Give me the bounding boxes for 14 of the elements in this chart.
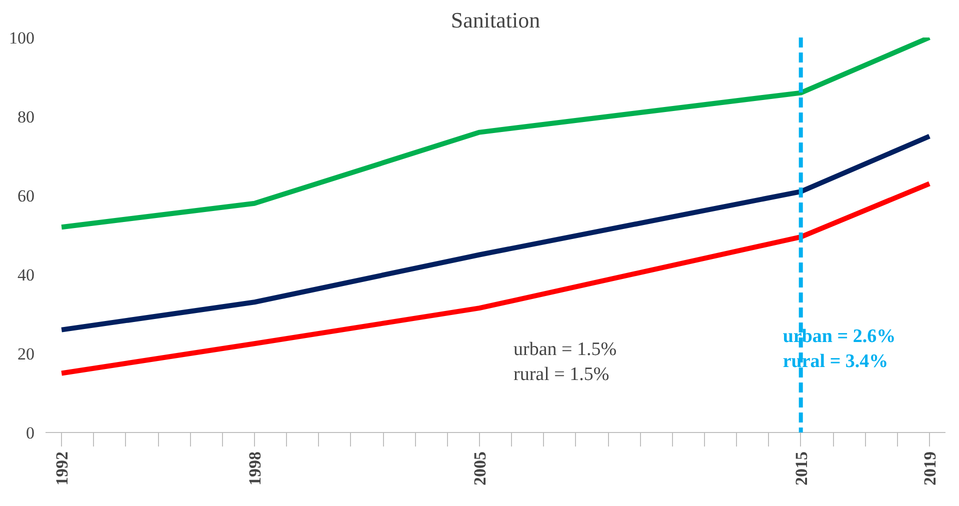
x-tick-label: 2005 bbox=[470, 452, 490, 486]
x-tick-label: 2019 bbox=[920, 452, 940, 486]
y-tick-label: 0 bbox=[26, 424, 34, 442]
x-tick-label: 1992 bbox=[52, 452, 72, 486]
annotation: urban = 1.5% rural = 1.5% bbox=[514, 338, 617, 386]
x-tick-label: 1998 bbox=[245, 452, 264, 486]
y-tick-label: 60 bbox=[18, 186, 34, 206]
y-tick-label: 40 bbox=[18, 266, 34, 284]
y-tick-label: 100 bbox=[9, 28, 34, 48]
annotation: urban = 2.6% rural = 3.4% bbox=[782, 326, 896, 372]
x-tick-label: 2015 bbox=[792, 452, 811, 486]
chart-title: Sanitation bbox=[450, 8, 540, 32]
y-tick-label: 20 bbox=[18, 344, 34, 364]
y-tick-label: 80 bbox=[18, 108, 34, 126]
